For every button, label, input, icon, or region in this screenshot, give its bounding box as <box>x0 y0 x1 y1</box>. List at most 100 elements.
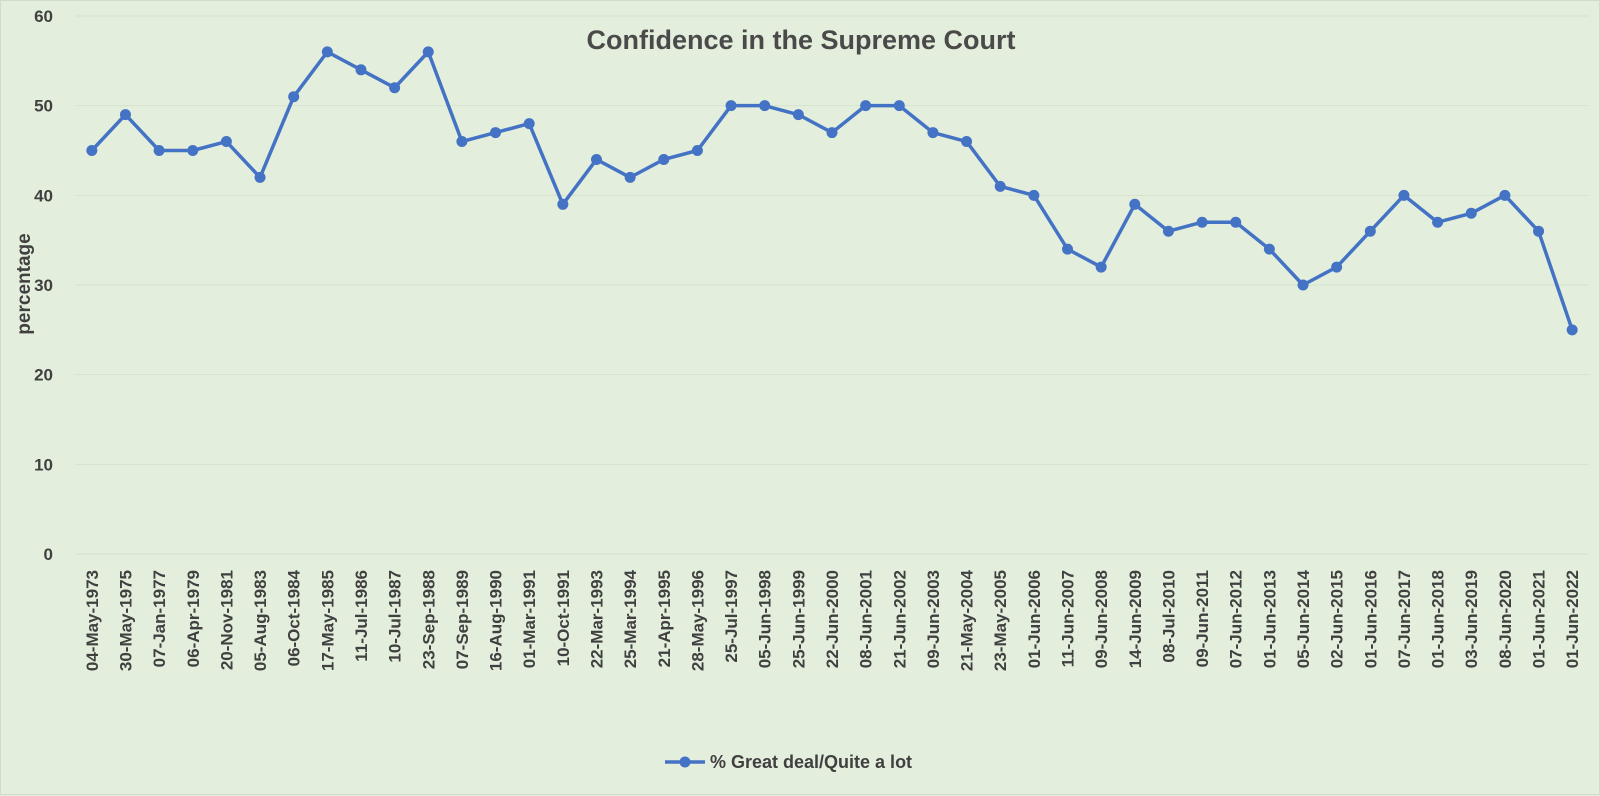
x-tick-label: 01-Jun-2022 <box>1563 570 1582 668</box>
data-point[interactable] <box>893 100 905 112</box>
x-tick-label: 23-May-2005 <box>991 570 1010 671</box>
x-tick-label: 21-May-2004 <box>958 569 977 671</box>
chart-title: Confidence in the Supreme Court <box>586 25 1015 55</box>
x-tick-label: 16-Aug-1990 <box>487 570 506 671</box>
data-point[interactable] <box>1230 216 1242 228</box>
legend-series-label: % Great deal/Quite a lot <box>710 752 912 772</box>
x-tick-label: 07-Jan-1977 <box>150 570 169 667</box>
x-tick-label: 07-Sep-1989 <box>453 570 472 669</box>
x-tick-label: 22-Jun-2000 <box>823 570 842 668</box>
data-point[interactable] <box>355 64 367 76</box>
data-point[interactable] <box>1465 207 1477 219</box>
data-point[interactable] <box>1364 225 1376 237</box>
x-tick-label: 11-Jun-2007 <box>1059 570 1078 667</box>
x-tick-label: 06-Apr-1979 <box>184 570 203 667</box>
data-point[interactable] <box>624 171 636 183</box>
x-tick-label: 22-Mar-1993 <box>587 570 606 668</box>
data-point[interactable] <box>1499 189 1511 201</box>
data-point[interactable] <box>153 145 165 156</box>
x-tick-label: 14-Jun-2009 <box>1126 570 1145 668</box>
x-tick-label: 07-Jun-2012 <box>1227 570 1246 668</box>
data-point[interactable] <box>792 109 804 121</box>
data-point[interactable] <box>961 136 973 148</box>
data-point[interactable] <box>1398 189 1410 201</box>
x-tick-label: 09-Jun-2003 <box>924 570 943 668</box>
x-tick-label: 08-Jun-2001 <box>857 570 876 668</box>
x-tick-label: 10-Jul-1987 <box>386 570 405 663</box>
x-tick-label: 08-Jun-2020 <box>1496 570 1515 668</box>
data-point[interactable] <box>321 46 333 58</box>
legend[interactable]: % Great deal/Quite a lot <box>665 752 912 772</box>
x-tick-label: 01-Jun-2013 <box>1260 570 1279 668</box>
data-point[interactable] <box>927 127 939 139</box>
data-point[interactable] <box>389 82 401 94</box>
x-tick-label: 07-Jun-2017 <box>1395 570 1414 668</box>
data-point[interactable] <box>1297 279 1309 291</box>
y-tick-label: 10 <box>34 455 53 474</box>
data-point[interactable] <box>1331 261 1343 273</box>
y-axis-label: percentage <box>14 233 35 334</box>
x-tick-label: 08-Jul-2010 <box>1159 570 1178 663</box>
data-point[interactable] <box>590 153 602 165</box>
legend-series-swatch-marker <box>679 756 691 768</box>
x-tick-label: 04-May-1973 <box>83 570 102 671</box>
data-point[interactable] <box>658 153 670 165</box>
data-point[interactable] <box>422 46 434 58</box>
data-point[interactable] <box>490 127 502 139</box>
gridlines <box>75 15 1589 555</box>
x-tick-label: 02-Jun-2015 <box>1328 570 1347 668</box>
data-point[interactable] <box>523 118 535 130</box>
data-point[interactable] <box>759 100 771 112</box>
y-tick-label: 50 <box>34 97 53 116</box>
data-point[interactable] <box>1028 189 1040 201</box>
data-point[interactable] <box>187 145 199 156</box>
y-tick-label: 60 <box>34 7 53 26</box>
data-point[interactable] <box>254 171 266 183</box>
x-tick-label: 23-Sep-1988 <box>419 570 438 669</box>
data-point[interactable] <box>994 180 1006 192</box>
data-point[interactable] <box>1566 324 1578 336</box>
series-line <box>90 50 1574 332</box>
x-axis-ticks: 04-May-1973 30-May-1975 07-Jan-1977 06-Apr-… <box>83 569 1582 671</box>
x-tick-label: 10-Oct-1991 <box>554 570 573 666</box>
x-tick-label: 05-Jun-2014 <box>1294 569 1313 668</box>
data-point[interactable] <box>557 198 569 210</box>
data-point[interactable] <box>826 127 838 139</box>
x-tick-label: 01-Mar-1991 <box>520 570 539 668</box>
data-point[interactable] <box>220 136 232 148</box>
data-point[interactable] <box>288 91 300 103</box>
x-tick-label: 01-Jun-2018 <box>1429 570 1448 668</box>
x-tick-label: 05-Aug-1983 <box>251 570 270 671</box>
x-tick-label: 09-Jun-2011 <box>1193 570 1212 667</box>
x-tick-label: 06-Oct-1984 <box>285 569 304 666</box>
x-tick-label: 25-Jun-1999 <box>789 570 808 668</box>
x-tick-label: 21-Apr-1995 <box>655 570 674 667</box>
data-point[interactable] <box>1533 225 1545 237</box>
data-point[interactable] <box>1432 216 1444 228</box>
x-tick-label: 20-Nov-1981 <box>217 570 236 670</box>
x-tick-label: 25-Jul-1997 <box>722 570 741 663</box>
data-point[interactable] <box>1162 225 1174 237</box>
data-point[interactable] <box>456 136 468 148</box>
x-tick-label: 03-Jun-2019 <box>1462 570 1481 668</box>
x-tick-label: 01-Jun-2016 <box>1361 570 1380 668</box>
data-point[interactable] <box>119 109 131 121</box>
data-point[interactable] <box>725 100 737 112</box>
data-point[interactable] <box>1196 216 1208 228</box>
data-point[interactable] <box>1095 261 1107 273</box>
data-point[interactable] <box>86 145 98 156</box>
data-point[interactable] <box>1129 198 1141 210</box>
x-tick-label: 01-Jun-2021 <box>1530 570 1549 668</box>
y-tick-label: 20 <box>34 366 53 385</box>
data-point[interactable] <box>860 100 872 112</box>
series-layer <box>86 46 1578 336</box>
data-point[interactable] <box>1062 243 1074 255</box>
x-tick-label: 09-Jun-2008 <box>1092 570 1111 668</box>
y-tick-label: 40 <box>34 186 53 205</box>
data-point[interactable] <box>1263 243 1275 255</box>
x-tick-label: 28-May-1996 <box>688 570 707 671</box>
x-tick-label: 17-May-1985 <box>318 570 337 671</box>
data-point[interactable] <box>691 145 703 156</box>
y-axis-ticks: 0 10 20 30 40 50 60 <box>34 7 53 564</box>
